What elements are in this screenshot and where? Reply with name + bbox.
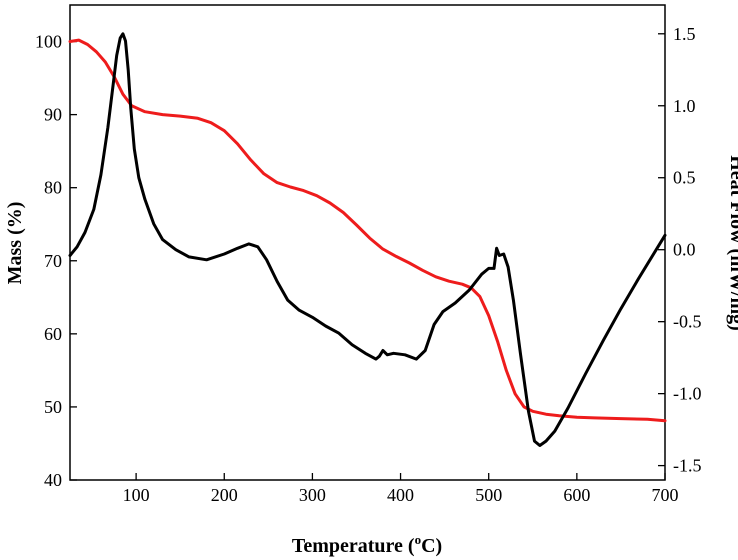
y-right-tick-label: 0.0 bbox=[673, 240, 696, 260]
heat-flow-series-line bbox=[68, 32, 667, 447]
y-left-tick-label: 100 bbox=[35, 32, 62, 52]
x-axis-title: Temperature (oC) bbox=[292, 532, 442, 557]
series-layer bbox=[68, 32, 667, 447]
x-tick-label: 300 bbox=[299, 485, 326, 505]
y-left-tick-label: 50 bbox=[44, 397, 62, 417]
y-left-axis-ticks: 40 50 60 70 80 90 100 bbox=[35, 32, 77, 490]
y-right-tick-label: 0.5 bbox=[673, 168, 696, 188]
mass-series-line bbox=[68, 38, 667, 423]
plot-frame bbox=[69, 4, 666, 481]
y-left-tick-label: 70 bbox=[44, 251, 62, 271]
x-axis-title-degree: o bbox=[415, 532, 422, 547]
x-tick-label: 100 bbox=[123, 485, 150, 505]
y-right-tick-label: 1.5 bbox=[673, 24, 696, 44]
y-left-axis-title: Mass (%) bbox=[4, 202, 26, 285]
x-tick-label: 500 bbox=[475, 485, 502, 505]
y-right-axis-title: Heat Flow (mW/mg) bbox=[726, 155, 738, 331]
x-axis-title-unit: C) bbox=[421, 535, 442, 557]
y-right-tick-label: -0.5 bbox=[673, 312, 702, 332]
x-tick-label: 600 bbox=[563, 485, 590, 505]
y-right-tick-label: -1.0 bbox=[673, 384, 702, 404]
x-tick-label: 400 bbox=[387, 485, 414, 505]
x-tick-label: 200 bbox=[211, 485, 238, 505]
y-left-tick-label: 90 bbox=[44, 105, 62, 125]
y-left-tick-label: 80 bbox=[44, 178, 62, 198]
y-left-tick-label: 40 bbox=[44, 470, 62, 490]
y-right-axis-ticks: -1.5 -1.0 -0.5 0.0 0.5 1.0 1.5 bbox=[658, 24, 702, 476]
y-right-tick-label: 1.0 bbox=[673, 96, 696, 116]
x-tick-label: 700 bbox=[652, 485, 679, 505]
y-left-tick-label: 60 bbox=[44, 324, 62, 344]
y-right-tick-label: -1.5 bbox=[673, 456, 702, 476]
x-axis-ticks: 100 200 300 400 500 600 700 bbox=[123, 473, 679, 505]
